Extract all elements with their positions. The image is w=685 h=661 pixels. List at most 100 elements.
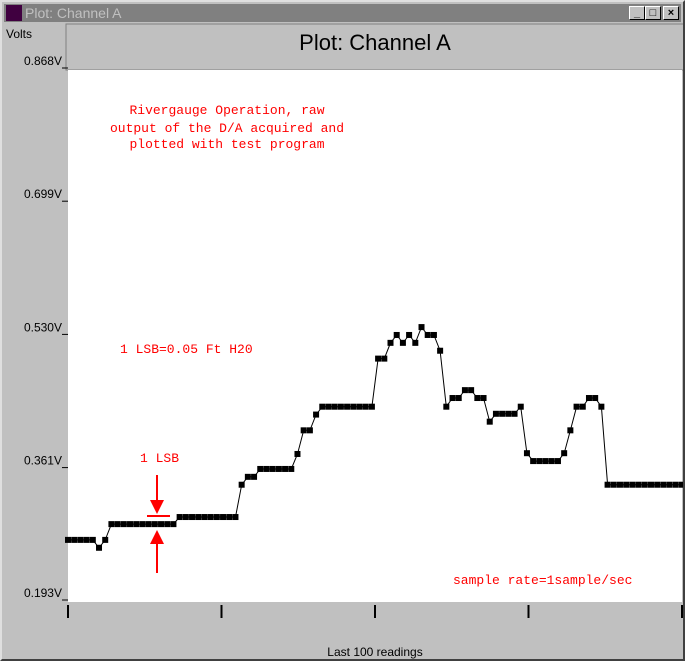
data-point xyxy=(145,521,152,528)
data-line xyxy=(68,326,682,549)
data-point xyxy=(585,395,592,402)
data-point xyxy=(189,514,196,521)
lsb-scale-annotation: 1 LSB=0.05 Ft H20 xyxy=(120,342,253,357)
data-point xyxy=(387,339,394,346)
data-point xyxy=(604,481,611,488)
data-point xyxy=(220,514,227,521)
data-point xyxy=(164,521,171,528)
data-point xyxy=(244,473,251,480)
data-point xyxy=(393,331,400,338)
data-point xyxy=(412,339,419,346)
data-point xyxy=(499,410,506,417)
close-button[interactable]: × xyxy=(663,6,679,20)
data-point xyxy=(337,403,344,410)
data-point xyxy=(313,411,320,418)
data-point xyxy=(257,465,264,472)
data-point xyxy=(170,521,177,528)
y-tick-label: 0.361V xyxy=(24,454,62,468)
lsb-marker-label: 1 LSB xyxy=(140,451,179,466)
data-point xyxy=(251,473,258,480)
data-point xyxy=(213,514,220,521)
data-point xyxy=(492,410,499,417)
maximize-button[interactable]: □ xyxy=(645,6,661,20)
title-bar[interactable]: Plot: Channel A _ □ × xyxy=(4,4,681,22)
data-point xyxy=(561,450,568,457)
data-point xyxy=(127,521,134,528)
data-point xyxy=(517,403,524,410)
data-point xyxy=(269,465,276,472)
data-point xyxy=(108,521,115,528)
y-axis-label: Volts xyxy=(6,27,32,41)
data-point xyxy=(554,458,561,465)
annotation-line-2: output of the D/A acquired and xyxy=(110,121,344,136)
lsb-arrows xyxy=(147,475,170,573)
data-point xyxy=(133,521,140,528)
data-point xyxy=(89,536,96,543)
data-point xyxy=(418,324,425,331)
data-point xyxy=(207,514,214,521)
data-point xyxy=(449,395,456,402)
x-axis-label: Last 100 readings xyxy=(327,645,422,659)
data-point xyxy=(356,403,363,410)
data-point xyxy=(424,331,431,338)
data-point xyxy=(306,427,313,434)
data-point xyxy=(623,481,630,488)
y-tick-label: 0.699V xyxy=(24,187,62,201)
data-point xyxy=(294,450,301,457)
data-point xyxy=(300,427,307,434)
y-tick-label: 0.530V xyxy=(24,320,62,334)
data-point xyxy=(430,331,437,338)
data-point xyxy=(567,427,574,434)
data-point xyxy=(598,403,605,410)
data-point xyxy=(461,387,468,394)
data-point xyxy=(443,403,450,410)
data-point xyxy=(139,521,146,528)
sample-rate-annotation: sample rate=1sample/sec xyxy=(453,573,632,588)
data-point xyxy=(319,403,326,410)
data-point xyxy=(226,514,233,521)
data-point xyxy=(511,410,518,417)
data-point xyxy=(542,458,549,465)
data-point xyxy=(635,481,642,488)
data-point xyxy=(548,458,555,465)
data-point xyxy=(523,450,530,457)
app-icon xyxy=(6,5,22,21)
arrow-down-icon xyxy=(150,500,164,514)
data-point xyxy=(238,481,245,488)
data-point xyxy=(399,339,406,346)
data-point xyxy=(344,403,351,410)
chart-title: Plot: Channel A xyxy=(299,30,451,55)
minimize-button[interactable]: _ xyxy=(629,6,645,20)
data-point xyxy=(579,403,586,410)
data-point xyxy=(592,395,599,402)
data-point xyxy=(232,514,239,521)
data-point xyxy=(474,395,481,402)
data-point xyxy=(102,536,109,543)
data-point xyxy=(530,458,537,465)
data-point xyxy=(480,395,487,402)
data-point xyxy=(182,514,189,521)
data-point xyxy=(455,395,462,402)
data-point xyxy=(83,536,90,543)
data-point xyxy=(437,347,444,354)
data-point xyxy=(325,403,332,410)
data-point xyxy=(350,403,357,410)
data-point xyxy=(573,403,580,410)
data-point xyxy=(65,536,71,543)
annotation-line-1: Rivergauge Operation, raw xyxy=(129,103,324,118)
data-point xyxy=(629,481,636,488)
data-point xyxy=(468,387,475,394)
header-band xyxy=(65,23,683,71)
data-point xyxy=(195,514,202,521)
data-point xyxy=(375,355,382,362)
data-point xyxy=(114,521,121,528)
data-point xyxy=(77,536,84,543)
data-point xyxy=(151,521,158,528)
data-point xyxy=(201,514,208,521)
annotation-line-3: plotted with test program xyxy=(129,137,324,152)
data-point xyxy=(282,465,289,472)
data-point xyxy=(288,465,295,472)
data-point xyxy=(275,465,282,472)
series-line xyxy=(65,324,683,551)
